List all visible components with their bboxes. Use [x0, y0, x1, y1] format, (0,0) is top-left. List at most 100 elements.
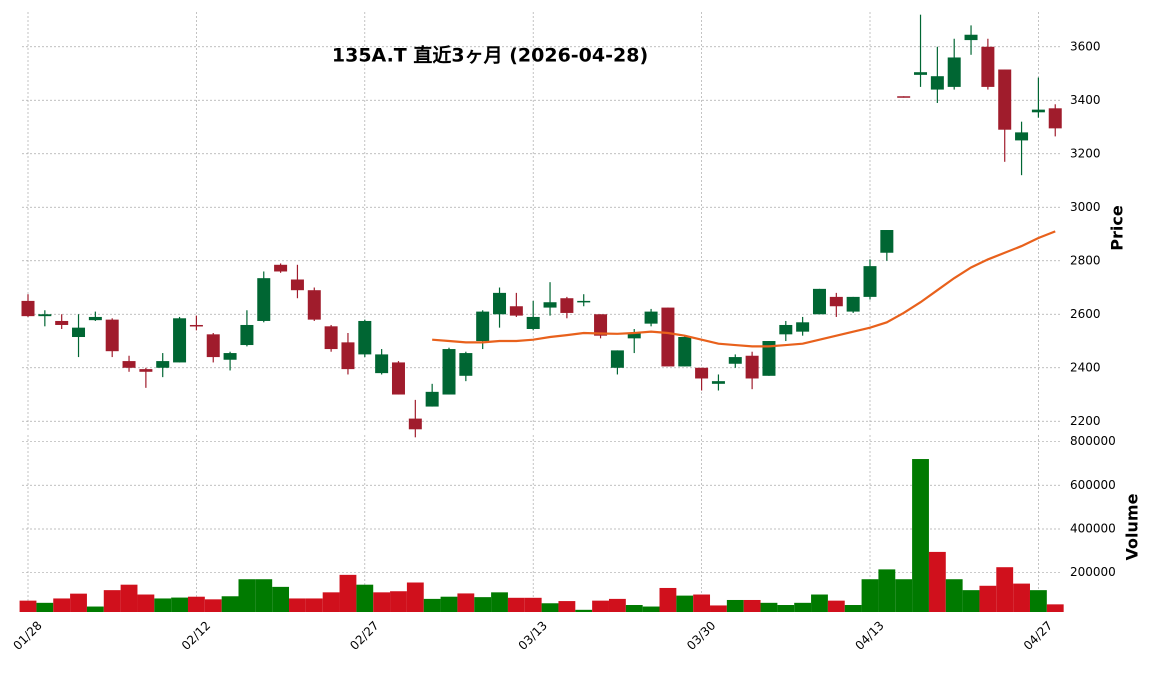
candle-body [560, 298, 574, 313]
volume-tick-label: 600000 [1070, 478, 1116, 492]
candle-body [459, 353, 473, 376]
volume-bar [693, 594, 711, 612]
candle-body [762, 341, 776, 376]
x-tick-label: 03/30 [684, 618, 718, 652]
volume-bar [36, 602, 54, 612]
y-tick-label: 3000 [1070, 200, 1101, 214]
candle-body [206, 334, 220, 358]
candle-body [711, 381, 725, 384]
candle-body [257, 278, 271, 321]
volume-bar [1029, 590, 1047, 612]
volume-tick-label: 800000 [1070, 434, 1116, 448]
volume-bar [592, 600, 609, 612]
volume-axis-label: Volume [1123, 493, 1142, 560]
candle-body [173, 318, 187, 363]
candle-body [358, 320, 372, 355]
volume-bar [912, 459, 929, 612]
volume-bar [642, 606, 660, 612]
y-tick-label: 3400 [1070, 93, 1101, 107]
volume-bar [255, 579, 273, 612]
volume-bar [221, 596, 239, 612]
x-tick-label: 02/27 [347, 618, 381, 652]
volume-bar [726, 599, 744, 612]
candle-body [610, 350, 624, 368]
candle-body [240, 324, 254, 346]
candle-body [526, 316, 540, 329]
candle-body [139, 369, 153, 372]
candle-body [375, 354, 389, 374]
candle-body [779, 324, 793, 335]
candle-body [105, 319, 119, 352]
y-tick-label: 3600 [1070, 39, 1101, 53]
volume-bar [507, 597, 525, 612]
y-tick-label: 3200 [1070, 146, 1101, 160]
volume-bar [103, 590, 121, 612]
volume-bar [524, 597, 542, 612]
candle-body [324, 326, 338, 350]
x-tick-label: 04/27 [1021, 618, 1055, 652]
candle-body [1015, 132, 1029, 141]
volume-bar [575, 609, 593, 612]
volume-bar [1046, 604, 1064, 612]
candle-body [998, 69, 1012, 130]
candle-body [678, 337, 692, 367]
candle-body [476, 311, 490, 342]
candle-body [1048, 108, 1062, 129]
candle-body [981, 46, 995, 87]
volume-bar [962, 590, 980, 612]
candle-body [425, 391, 439, 407]
candle-body [812, 288, 826, 315]
volume-bar [53, 598, 71, 612]
y-tick-label: 2400 [1070, 360, 1101, 374]
volume-bar [743, 599, 761, 612]
volume-bar [844, 605, 862, 612]
candle-body [341, 342, 355, 370]
candle-body [290, 279, 304, 291]
volume-bar [1013, 583, 1030, 612]
volume-bar [137, 594, 155, 612]
volume-bar [390, 591, 407, 612]
candle-body [897, 96, 911, 98]
y-tick-label: 2600 [1070, 307, 1101, 321]
candle-body [644, 311, 658, 324]
volume-bar [19, 600, 37, 612]
candle-body [72, 327, 86, 338]
volume-bar [171, 597, 188, 612]
candle-body [1031, 109, 1045, 113]
volume-bar [339, 574, 357, 612]
candle-body [189, 324, 203, 327]
candle-body [21, 300, 35, 317]
x-tick-label: 04/13 [852, 618, 886, 652]
volume-bar [86, 606, 104, 612]
candle-body [964, 34, 978, 41]
volume-bar [878, 569, 896, 612]
volume-bar [996, 567, 1014, 612]
volume-bar [558, 601, 576, 612]
candle-body [914, 72, 928, 75]
candle-body [122, 361, 136, 368]
volume-bar [659, 587, 677, 612]
chart-title: 135A.T 直近3ヶ月 (2026-04-28) [332, 44, 648, 67]
volume-bar [676, 595, 694, 612]
candle-body [223, 353, 237, 360]
y-tick-label: 2200 [1070, 414, 1101, 428]
candle-body [745, 355, 759, 379]
candle-body [695, 367, 709, 379]
volume-bar [945, 579, 963, 612]
volume-bar [861, 579, 879, 612]
volume-bar [457, 593, 475, 612]
y-tick-label: 2800 [1070, 253, 1101, 267]
volume-bar [474, 597, 492, 612]
volume-bar [710, 605, 727, 612]
candle-body [863, 266, 877, 297]
candle-body [796, 322, 810, 332]
volume-bar [272, 586, 290, 612]
volume-bar [423, 598, 441, 612]
candle-body [88, 316, 102, 321]
volume-bar [928, 551, 946, 612]
moving-average-line [432, 230, 1056, 348]
candle-body [594, 314, 608, 336]
volume-bar [760, 602, 778, 612]
candle-body [38, 314, 52, 317]
